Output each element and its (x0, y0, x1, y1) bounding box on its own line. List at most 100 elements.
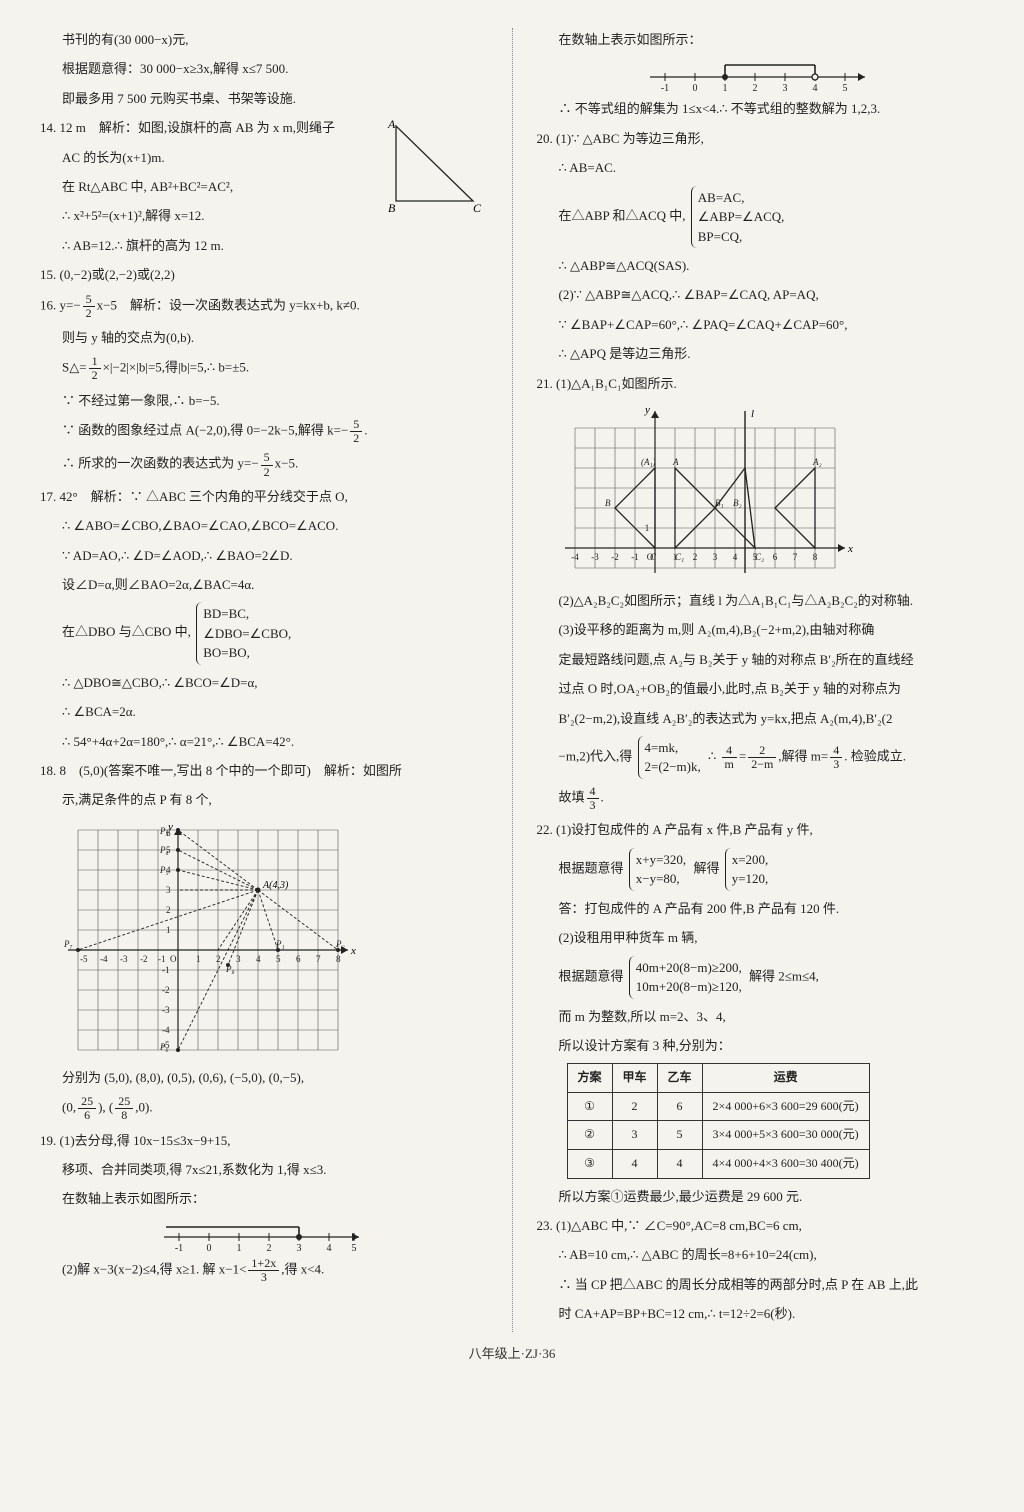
table-cell: 4 (657, 1150, 702, 1179)
svg-text:x: x (350, 945, 356, 957)
q22-d-l1: 40m+20(8−m)≥200, (636, 960, 742, 975)
q20-a: ∴ AB=AC. (537, 156, 985, 179)
q21-f-l2: 2=(2−m)k, (645, 759, 701, 774)
table-cell: 2 (612, 1092, 657, 1121)
q22-brace-3: 40m+20(8−m)≥200, 10m+20(8−m)≥120, (629, 956, 746, 999)
q20-lead: 20. (1)∵ △ABC 为等边三角形, (537, 127, 985, 150)
svg-text:4: 4 (256, 954, 261, 964)
q21-b: (3)设平移的距离为 m,则 A₂(m,4),B₂(−2+m,2),由轴对称确 (537, 618, 985, 641)
q21-g-post: . (601, 790, 604, 805)
cost-table: 方案 甲车 乙车 运费 ①262×4 000+6×3 600=29 600(元)… (567, 1063, 870, 1178)
q18-c-pre: (0, (62, 1100, 76, 1115)
table-row: ②353×4 000+5×3 600=30 000(元) (567, 1121, 869, 1150)
svg-text:5: 5 (752, 552, 757, 562)
frac-1plus2x-3: 1+2x3 (248, 1257, 279, 1284)
svg-text:3: 3 (296, 1243, 301, 1253)
svg-text:A: A (672, 457, 679, 467)
q22-a-l1: x+y=320, (636, 852, 686, 867)
svg-text:-2: -2 (611, 552, 619, 562)
numberline-q19-2: -1012345 (640, 57, 880, 93)
frac-1-2: 12 (89, 355, 101, 382)
q16-b: S△=12×|−2|×|b|=5,得|b|=5,∴ b=±5. (40, 355, 488, 382)
svg-text:A(4,3): A(4,3) (262, 880, 289, 891)
frac-5-2-a: 52 (83, 293, 95, 320)
q16-e-pre: ∴ 所求的一次函数的表达式为 y=− (62, 456, 259, 471)
q17-d: 在△DBO 与△CBO 中, BD=BC, ∠DBO=∠CBO, BO=BO, (40, 602, 488, 665)
svg-text:B: B (605, 498, 611, 508)
q22-d-pre: 根据题意得 (559, 968, 624, 983)
svg-text:3: 3 (783, 83, 788, 93)
q22-f: 所以设计方案有 3 种,分别为： (537, 1034, 985, 1057)
svg-text:7: 7 (316, 954, 321, 964)
q22-d-l2: 10m+20(8−m)≥120, (636, 979, 742, 994)
q16-a: 则与 y 轴的交点为(0,b). (40, 326, 488, 349)
svg-text:-3: -3 (120, 954, 128, 964)
q21-f-pre: −m,2)代入,得 (559, 748, 633, 763)
th-plan: 方案 (567, 1064, 612, 1093)
table-cell: 3 (612, 1121, 657, 1150)
q17-e: ∴ △DBO≅△CBO,∴ ∠BCO=∠D=α, (40, 671, 488, 694)
q16-e-post: x−5. (275, 456, 299, 471)
q16-d: ∵ 函数的图象经过点 A(−2,0),得 0=−2k−5,解得 k=−52. (40, 418, 488, 445)
svg-text:5: 5 (276, 954, 281, 964)
q16-lead: 16. y=−52x−5 解析：设一次函数表达式为 y=kx+b, k≠0. (40, 293, 488, 320)
table-cell: 4 (612, 1150, 657, 1179)
frac-25-8: 258 (115, 1095, 133, 1122)
q21-a: (2)△A₂B₂C₂如图所示；直线 l 为△A₁B₁C₁与△A₂B₂C₂的对称轴… (537, 589, 985, 612)
svg-text:-1: -1 (162, 965, 170, 975)
table-cell: ③ (567, 1150, 612, 1179)
q16-b-pre: S△= (62, 360, 87, 375)
q17-b: ∵ AD=AO,∴ ∠D=∠AOD,∴ ∠BAO=2∠D. (40, 544, 488, 567)
q16-d-post: . (364, 423, 367, 438)
svg-text:B₂: B₂ (733, 498, 742, 508)
table-cell: 4×4 000+4×3 600=30 400(元) (702, 1150, 869, 1179)
right-column: 在数轴上表示如图所示： -1012345 ∴ 不等式组的解集为 1≤x<4.∴ … (537, 28, 985, 1332)
q21-grid-figure: x y l (A₁)A BB₁B₂ CC₁C₂ A₂ -4-3-2-1 O 12 (555, 403, 855, 583)
table-cell: 5 (657, 1121, 702, 1150)
q22-c: (2)设租用甲种货车 m 辆, (537, 926, 985, 949)
q13-line1: 书刊的有(30 000−x)元, (40, 28, 488, 51)
svg-text:3: 3 (166, 885, 171, 895)
q20-b-l3: BP=CQ, (698, 229, 743, 244)
q21-g: 故填43. (537, 785, 985, 812)
q16-lead-post: x−5 解析：设一次函数表达式为 y=kx+b, k≠0. (97, 297, 360, 312)
q17-d-pre: 在△DBO 与△CBO 中, (62, 625, 191, 640)
svg-text:4: 4 (813, 83, 818, 93)
svg-text:7: 7 (792, 552, 797, 562)
table-row: ③444×4 000+4×3 600=30 400(元) (567, 1150, 869, 1179)
q14-d: ∴ AB=12.∴ 旗杆的高为 12 m. (40, 234, 488, 257)
q20-c: ∴ △ABP≅△ACQ(SAS). (537, 254, 985, 277)
q22-e: 而 m 为整数,所以 m=2、3、4, (537, 1005, 985, 1028)
numberline-q19-1: -1012345 (154, 1217, 374, 1253)
q17-a: ∴ ∠ABO=∠CBO,∠BAO=∠CAO,∠BCO=∠ACO. (40, 514, 488, 537)
svg-text:P₂: P₂ (335, 939, 345, 949)
q20-b-l1: AB=AC, (698, 190, 745, 205)
svg-text:P₇: P₇ (63, 939, 73, 949)
q18-a: 示,满足条件的点 P 有 8 个, (40, 788, 488, 811)
svg-text:x: x (847, 543, 853, 555)
svg-text:4: 4 (732, 552, 737, 562)
q22-d: 根据题意得 40m+20(8−m)≥200, 10m+20(8−m)≥120, … (537, 956, 985, 999)
th-trucka: 甲车 (612, 1064, 657, 1093)
q17-f: ∴ ∠BCA=2α. (40, 700, 488, 723)
frac-4-3-a: 43 (830, 744, 842, 771)
q16-d-pre: ∵ 函数的图象经过点 A(−2,0),得 0=−2k−5,解得 k=− (62, 423, 348, 438)
q18-lead: 18. 8 (5,0)(答案不唯一,写出 8 个中的一个即可) 解析：如图所 (40, 759, 488, 782)
svg-text:1: 1 (196, 954, 201, 964)
q19-c-pre: (2)解 x−3(x−2)≤4,得 x≥1. 解 x−1< (62, 1261, 246, 1276)
svg-text:6: 6 (772, 552, 777, 562)
svg-text:(A₁): (A₁) (641, 457, 656, 467)
q23-b: ∴ 当 CP 把△ABC 的周长分成相等的两部分时,点 P 在 AB 上,此 (537, 1273, 985, 1296)
q22-lead: 22. (1)设打包成件的 A 产品有 x 件,B 产品有 y 件, (537, 818, 985, 841)
column-separator (512, 28, 513, 1332)
q20-d: (2)∵ △ABP≅△ACQ,∴ ∠BAP=∠CAQ, AP=AQ, (537, 283, 985, 306)
svg-text:y: y (644, 404, 650, 416)
q22-a: 根据题意得 x+y=320, x−y=80, 解得 x=200, y=120, (537, 848, 985, 891)
q13-line2: 根据题意得：30 000−x≥3x,解得 x≤7 500. (40, 57, 488, 80)
q21-f-eq: = (739, 748, 746, 763)
th-truckb: 乙车 (657, 1064, 702, 1093)
q19-a: 移项、合并同类项,得 7x≤21,系数化为 1,得 x≤3. (40, 1158, 488, 1181)
svg-text:4: 4 (326, 1243, 331, 1253)
q20-b: 在△ABP 和△ACQ 中, AB=AC, ∠ABP=∠ACQ, BP=CQ, (537, 186, 985, 249)
svg-text:P₄: P₄ (159, 845, 169, 855)
